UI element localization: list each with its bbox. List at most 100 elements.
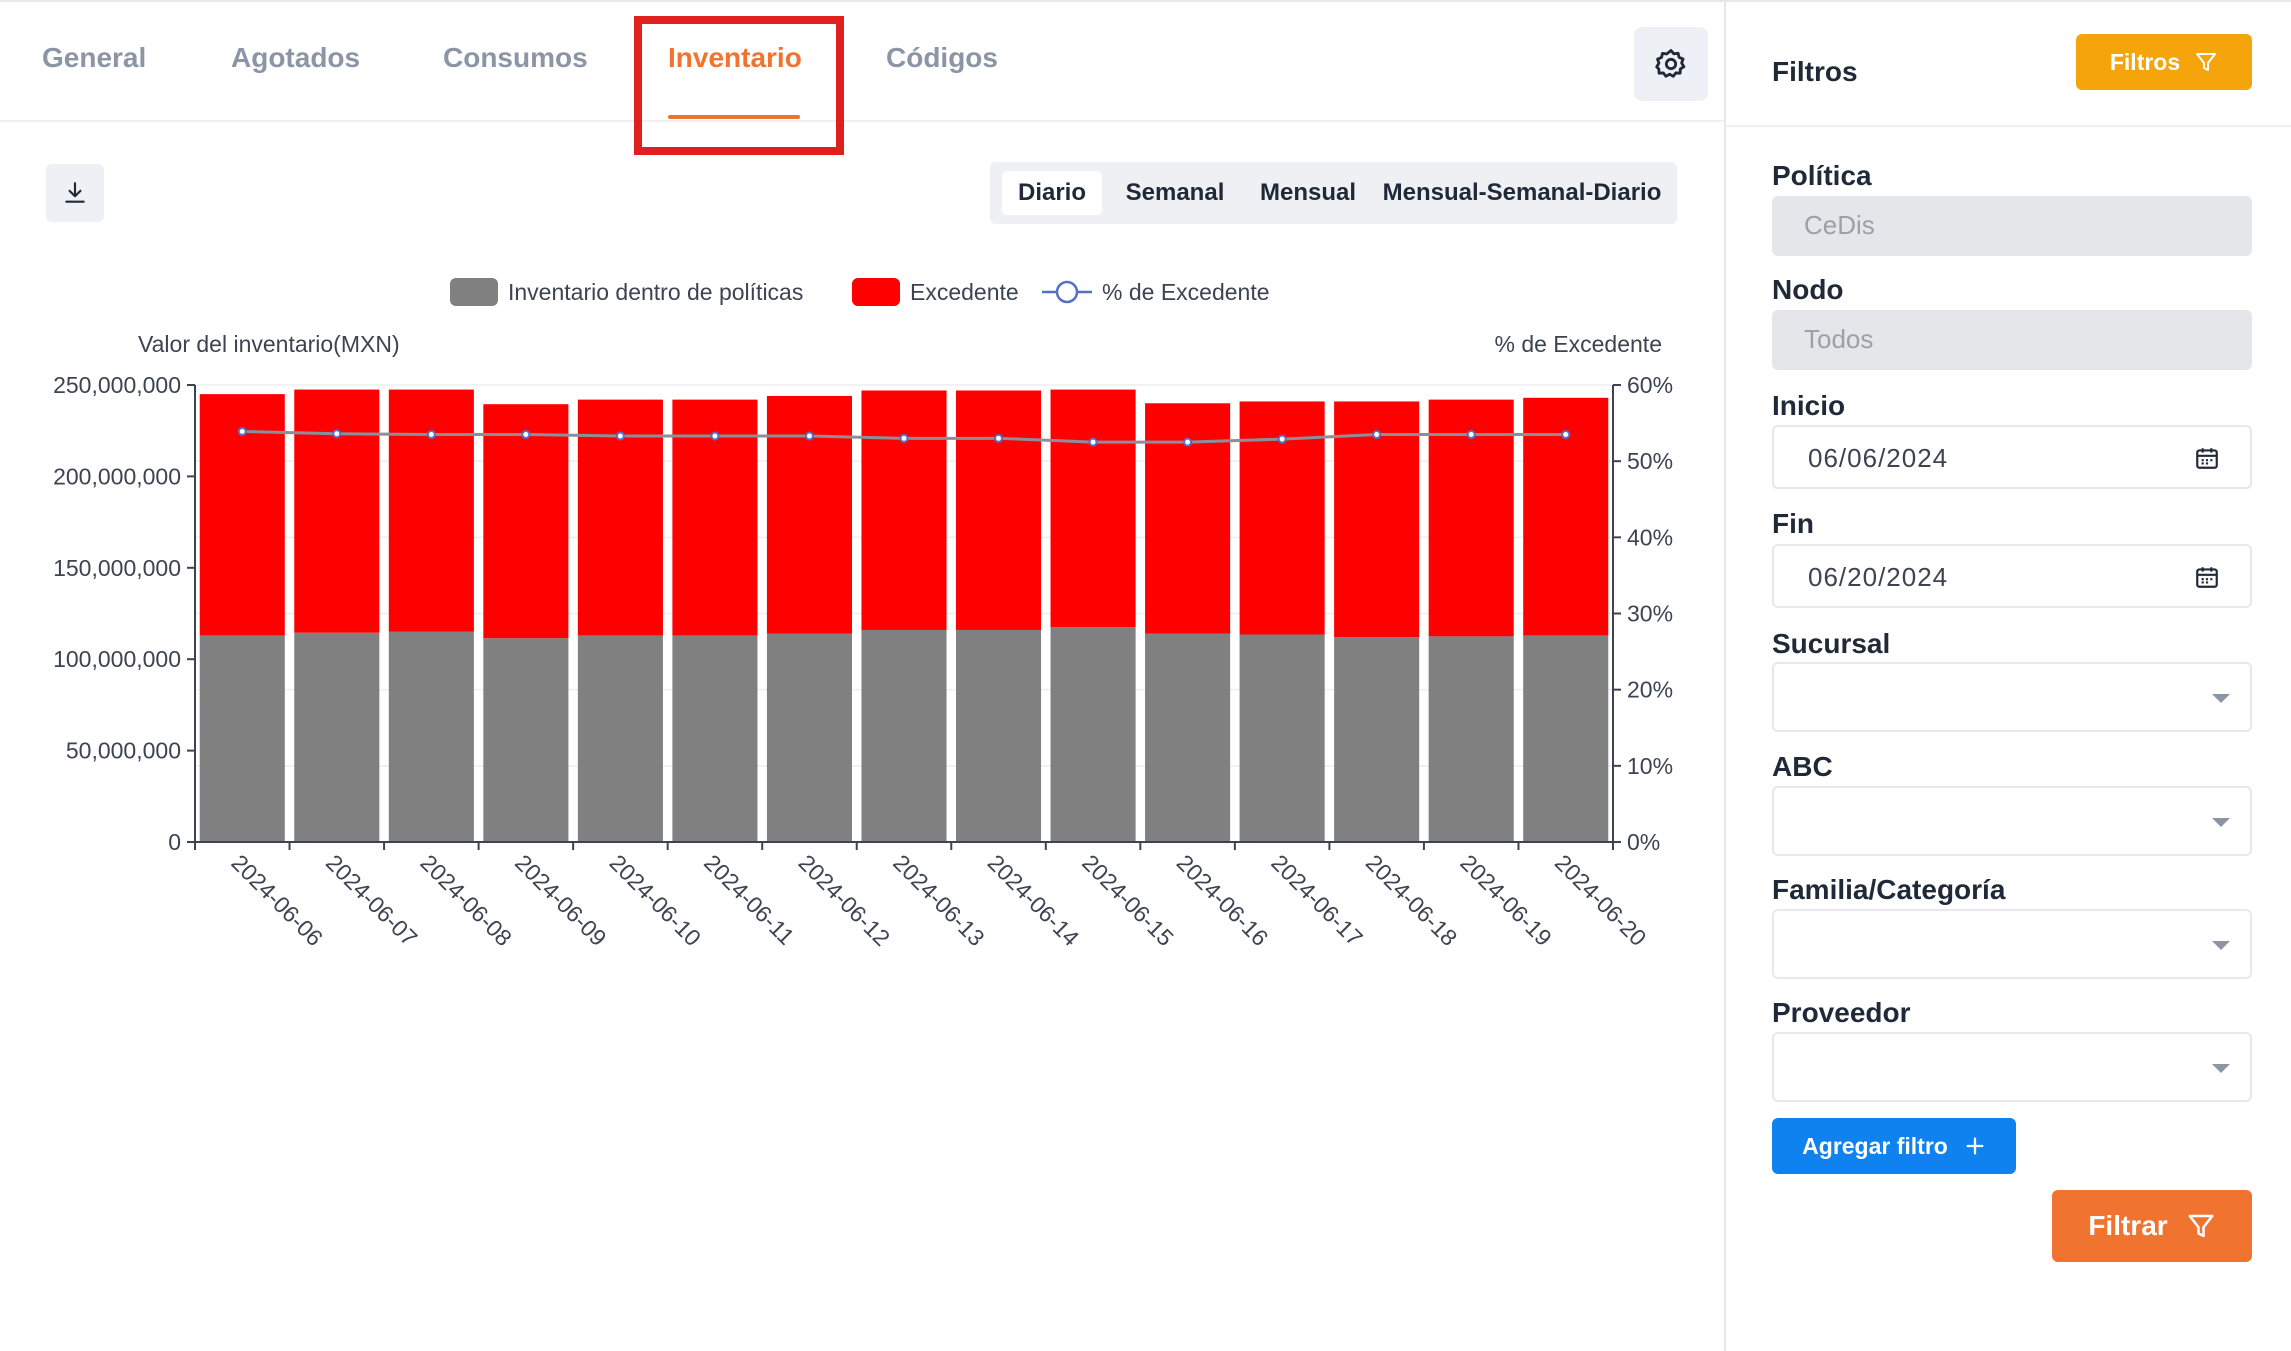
y-tick-label: 150,000,000 [53,555,181,581]
add-filter-label: Agregar filtro [1802,1132,1948,1159]
y2-tick-label: 40% [1627,524,1673,550]
x-tick-label: 2024-06-13 [888,849,990,951]
politica-field: CeDis [1772,196,2252,256]
x-tick-label: 2024-06-16 [1172,849,1274,951]
x-tick-label: 2024-06-15 [1077,849,1179,951]
bar-inventario [861,629,947,842]
point-pct-excedente [615,431,625,441]
point-pct-excedente [1088,437,1098,447]
y-tick-label: 200,000,000 [53,463,181,489]
filtros-button[interactable]: Filtros [2076,34,2252,90]
settings-button[interactable] [1634,27,1708,101]
nodo-field: Todos [1772,310,2252,370]
period-semanal-button[interactable]: Semanal [1125,179,1225,206]
bar-inventario [1334,637,1420,842]
bar-excedente [1050,389,1136,628]
bar-excedente [861,390,947,630]
download-icon [65,182,85,203]
filtrar-button[interactable]: Filtrar [2052,1190,2252,1262]
active-tab-indicator [668,115,800,119]
point-pct-excedente [710,431,720,441]
bar-excedente [955,390,1042,630]
x-tick-label: 2024-06-07 [321,849,423,951]
x-tick-label: 2024-06-08 [415,849,517,951]
funnel-icon [2196,53,2217,71]
familia-select[interactable] [1772,909,2252,979]
fin-label: Fin [1772,508,1814,539]
bar-excedente [388,389,474,632]
point-pct-excedente [1561,430,1571,440]
y-tick-label: 0 [168,829,181,855]
bar-inventario [294,632,380,842]
bar-excedente [294,389,380,633]
period-diario-button[interactable]: Diario [1002,171,1102,215]
abc-label: ABC [1772,751,1833,782]
politica-label: Política [1772,160,1872,191]
bar-inventario [766,633,853,842]
x-tick-label: 2024-06-19 [1455,849,1557,951]
tab-agotados[interactable]: Agotados [231,42,361,73]
tab-bar: General Agotados Consumos Inventario Cód… [0,2,1724,155]
filters-sidebar: Filtros Filtros Política CeDis Nodo Todo… [1724,0,2291,1351]
main-panel: General Agotados Consumos Inventario Cód… [0,0,1724,951]
bar-inventario [672,635,758,842]
fin-value: 06/20/2024 [1808,562,1949,592]
period-mensual-button[interactable]: Mensual [1259,179,1357,206]
bar-inventario [1523,635,1609,842]
x-tick-label: 2024-06-18 [1361,849,1463,951]
abc-select[interactable] [1772,786,2252,856]
legend-swatch-inventario [450,278,498,306]
chevron-down-icon [2212,941,2230,950]
point-pct-excedente [237,426,247,436]
inicio-value: 06/06/2024 [1808,443,1949,473]
y-axis-title: Valor del inventario(MXN) [138,331,400,357]
chevron-down-icon [2212,694,2230,703]
bar-excedente [483,404,569,639]
tab-inventario[interactable]: Inventario [668,42,802,73]
proveedor-select[interactable] [1772,1032,2252,1102]
y2-tick-label: 10% [1627,753,1673,779]
point-pct-excedente [899,433,909,443]
x-tick-label: 2024-06-11 [699,849,799,949]
nodo-label: Nodo [1772,274,1844,305]
bar-excedente [1334,401,1420,638]
point-pct-excedente [521,430,531,440]
inicio-date-input[interactable]: 06/06/2024 [1772,425,2252,489]
point-pct-excedente [994,433,1004,443]
download-button[interactable] [46,164,104,222]
period-toggle: Diario Semanal Mensual Mensual-Semanal-D… [990,162,1677,224]
point-pct-excedente [1183,437,1193,447]
tab-codigos[interactable]: Códigos [886,42,998,73]
sidebar-divider [1726,125,2291,127]
sucursal-select[interactable] [1772,662,2252,732]
y2-tick-label: 20% [1627,677,1673,703]
tab-general[interactable]: General [42,42,147,73]
tab-consumos[interactable]: Consumos [443,42,588,73]
bar-inventario [388,631,474,842]
calendar-icon[interactable] [2194,564,2220,590]
x-tick-label: 2024-06-12 [794,849,896,951]
chevron-down-icon [2212,1064,2230,1073]
bar-excedente [1428,399,1514,637]
bar-inventario [1145,633,1231,842]
filtrar-label: Filtrar [2088,1210,2168,1241]
proveedor-label: Proveedor [1772,997,1911,1028]
x-tick-label: 2024-06-14 [983,849,1085,951]
point-pct-excedente [1277,434,1287,444]
point-pct-excedente [1372,430,1382,440]
bar-inventario [483,638,569,842]
funnel-icon [2188,1214,2214,1238]
y-tick-label: 250,000,000 [53,372,181,398]
fin-date-input[interactable]: 06/20/2024 [1772,544,2252,608]
add-filter-button[interactable]: Agregar filtro [1772,1118,2016,1174]
calendar-icon[interactable] [2194,445,2220,471]
bar-inventario [199,635,285,842]
nodo-value: Todos [1804,324,1874,354]
politica-value: CeDis [1804,210,1875,240]
period-mensual-semanal-diario-button[interactable]: Mensual-Semanal-Diario [1382,179,1662,206]
familia-label: Familia/Categoría [1772,874,2006,905]
y2-tick-label: 60% [1627,372,1673,398]
filtros-button-label: Filtros [2109,48,2181,75]
x-tick-label: 2024-06-09 [510,849,612,951]
point-pct-excedente [1466,430,1476,440]
